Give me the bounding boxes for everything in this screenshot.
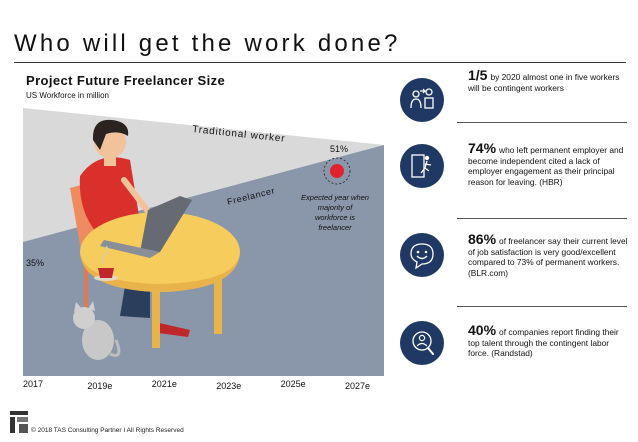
stat-left-permanent: 74% who left permanent employer and becom… [468,140,630,187]
person-search-icon [400,321,444,365]
title-divider [14,62,626,63]
footer-copyright: © 2018 TAS Consulting Partner I All Righ… [31,427,184,434]
x-tick-label: 2023e [216,381,241,391]
worker-to-contractor-icon [400,78,444,122]
stat-1-figure: 1/5 [468,67,488,83]
x-tick-label: 2027e [345,381,370,391]
smiley-chat-icon [400,233,444,277]
majority-marker [330,164,344,178]
cat-illustration [73,301,121,360]
stat-3-text: of freelancer say their current level of… [468,236,628,278]
chart-subtitle: US Workforce in million [26,91,109,100]
start-share-label: 35% [26,258,44,268]
stat-4-figure: 40% [468,322,497,338]
stat-top-talent: 40% of companies report finding their top… [468,322,630,359]
page-title: Who will get the work done? [14,30,401,57]
stat-job-satisfaction: 86% of freelancer say their current level… [468,231,630,278]
majority-marker-ring [323,157,351,185]
x-tick-label: 2019e [87,381,112,391]
end-share-label: 51% [330,144,348,154]
stat-2-text: who left permanent employer and become i… [468,145,624,187]
stat-divider [457,122,627,123]
exit-door-icon [400,144,444,188]
coffee-cup-illustration [94,245,118,281]
stat-divider [457,306,627,307]
laptop-illustration [100,196,192,258]
x-tick-label: 2017 [23,379,43,389]
stat-1-text: by 2020 almost one in five workers will … [468,72,620,93]
stat-divider [457,218,627,219]
chart-title: Project Future Freelancer Size [26,73,226,88]
x-tick-label: 2025e [281,379,306,389]
company-logo [10,411,28,433]
stat-2-figure: 74% [468,140,497,156]
x-tick-label: 2021e [152,379,177,389]
majority-annotation: Expected year when majority of workforce i… [301,193,369,232]
stat-3-figure: 86% [468,231,497,247]
x-axis: 2017 2019e 2021e 2023e 2025e 2027e [23,379,370,391]
stat-contingent-workers: 1/5 by 2020 almost one in five workers wi… [468,67,630,93]
stat-4-text: of companies report finding their top ta… [468,327,619,359]
